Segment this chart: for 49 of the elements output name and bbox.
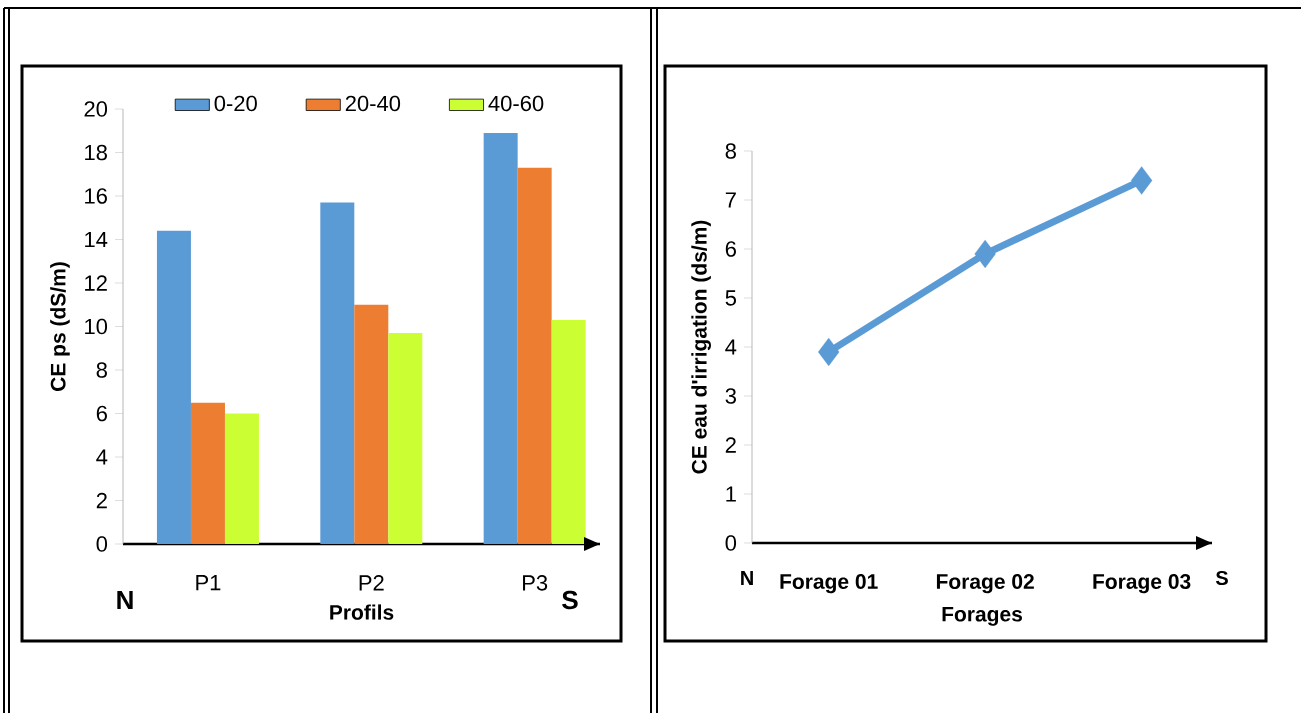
y-tick-label: 10: [85, 318, 108, 335]
bar: [354, 304, 389, 544]
x-tick-label: P2: [359, 575, 384, 591]
y-tick-label: 8: [725, 143, 736, 159]
text: N: [741, 571, 753, 585]
x-tick-label: Forage 03: [1093, 574, 1191, 594]
legend-label: 40-60: [488, 95, 544, 112]
y-tick-label: 16: [85, 188, 107, 204]
y-tick-label: 14: [85, 231, 108, 248]
point: [1130, 166, 1153, 195]
x-tick-label: Forage 01: [780, 574, 878, 594]
x-tick-label: Forage 02: [936, 574, 1034, 594]
bar: [388, 333, 423, 544]
y-tick-label: 18: [85, 144, 107, 161]
y-tick-label: 6: [96, 405, 107, 422]
y-tick-label: 1: [726, 486, 736, 502]
bar: [551, 319, 586, 544]
x-axis-title: Profils: [330, 604, 394, 620]
point: [818, 337, 840, 367]
text: N: [117, 591, 133, 609]
y-tick-label: 7: [725, 192, 736, 208]
x-tick-label: P1: [196, 575, 221, 591]
y-tick-label: 8: [96, 362, 107, 378]
point: [974, 239, 996, 269]
text: S: [1215, 570, 1228, 586]
y-tick-label: 2: [725, 437, 736, 453]
y-tick-label: 3: [725, 388, 736, 404]
y-tick-label: 4: [725, 339, 737, 355]
legend-label: 20-40: [345, 95, 401, 112]
x-tick-label: P3: [523, 575, 548, 591]
bar: [190, 402, 225, 544]
bar: [320, 202, 355, 544]
y-tick-label: 0: [96, 536, 108, 552]
bar: [224, 413, 259, 544]
text: S: [562, 590, 578, 610]
y-tick-label: 0: [725, 535, 737, 551]
legend-label: 0-20: [214, 95, 257, 112]
y-axis-title: CE ps (dS/m): [50, 262, 70, 391]
y-tick-label: 12: [85, 275, 107, 291]
bar: [517, 167, 552, 544]
bar: [483, 132, 518, 544]
y-tick-label: 2: [96, 492, 107, 509]
y-axis-title: CE eau d'irrigation (ds/m): [691, 220, 711, 474]
y-tick-label: 6: [725, 241, 736, 257]
y-tick-label: 4: [96, 449, 108, 465]
y-tick-label: 5: [725, 290, 736, 306]
x-axis-title: Forages: [942, 606, 1022, 626]
y-tick-label: 20: [84, 101, 108, 117]
bar: [156, 230, 191, 544]
